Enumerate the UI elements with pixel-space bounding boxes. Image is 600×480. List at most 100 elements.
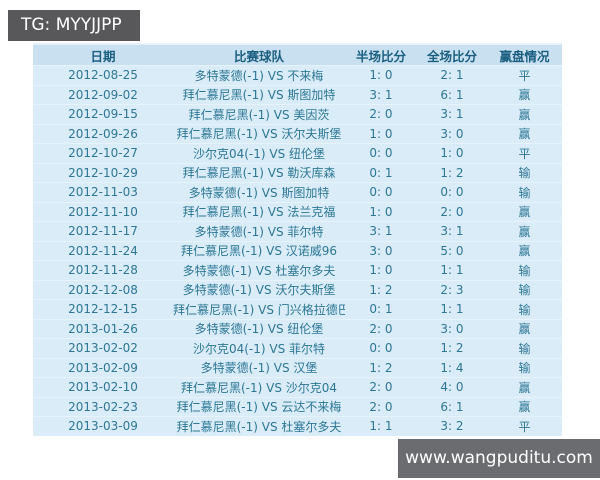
watermark-url: www.wangpuditu.com bbox=[398, 439, 600, 478]
date-cell: 2013-03-09 bbox=[33, 416, 173, 436]
half-score-cell: 3: 1 bbox=[345, 84, 417, 105]
half-score-cell: 0: 1 bbox=[345, 162, 417, 183]
result-cell: 赢 bbox=[487, 318, 562, 339]
full-score-cell: 1: 2 bbox=[417, 162, 487, 183]
date-cell: 2012-09-02 bbox=[33, 84, 173, 105]
teams-cell: 拜仁慕尼黑(-1) VS 门兴格拉德巴赫 bbox=[173, 299, 345, 319]
date-cell: 2012-11-24 bbox=[33, 240, 173, 261]
teams-cell: 多特蒙德(-1) VS 杜塞尔多夫 bbox=[173, 260, 345, 280]
teams-cell: 多特蒙德(-1) VS 汉堡 bbox=[173, 357, 345, 378]
full-score-cell: 1: 4 bbox=[417, 357, 487, 378]
full-score-cell: 3: 0 bbox=[417, 318, 487, 339]
date-cell: 2012-10-27 bbox=[33, 143, 173, 163]
teams-cell: 拜仁慕尼黑(-1) VS 云达不来梅 bbox=[173, 396, 345, 417]
date-cell: 2013-02-02 bbox=[33, 338, 173, 358]
half-score-cell: 2: 0 bbox=[345, 396, 417, 417]
column-header-result: 赢盘情况 bbox=[487, 44, 562, 66]
full-score-cell: 2: 3 bbox=[417, 279, 487, 300]
teams-cell: 沙尔克04(-1) VS 菲尔特 bbox=[173, 338, 345, 358]
result-cell: 输 bbox=[487, 299, 562, 319]
half-score-cell: 0: 0 bbox=[345, 182, 417, 202]
full-score-cell: 6: 1 bbox=[417, 84, 487, 105]
result-cell: 平 bbox=[487, 143, 562, 163]
column-header-full-score: 全场比分 bbox=[417, 44, 487, 66]
half-score-cell: 2: 0 bbox=[345, 318, 417, 339]
result-cell: 输 bbox=[487, 357, 562, 378]
half-score-cell: 1: 0 bbox=[345, 65, 417, 85]
teams-cell: 拜仁慕尼黑(-1) VS 杜塞尔多夫 bbox=[173, 416, 345, 436]
teams-cell: 沙尔克04(-1) VS 纽伦堡 bbox=[173, 143, 345, 163]
result-cell: 输 bbox=[487, 338, 562, 358]
date-cell: 2012-09-15 bbox=[33, 104, 173, 124]
half-score-cell: 1: 2 bbox=[345, 357, 417, 378]
date-cell: 2012-09-26 bbox=[33, 123, 173, 144]
date-cell: 2012-12-15 bbox=[33, 299, 173, 319]
full-score-cell: 3: 2 bbox=[417, 416, 487, 436]
result-cell: 输 bbox=[487, 182, 562, 202]
date-cell: 2012-08-25 bbox=[33, 65, 173, 85]
teams-cell: 拜仁慕尼黑(-1) VS 法兰克福 bbox=[173, 201, 345, 222]
half-score-cell: 2: 0 bbox=[345, 377, 417, 397]
teams-cell: 多特蒙德(-1) VS 不来梅 bbox=[173, 65, 345, 85]
date-cell: 2012-11-03 bbox=[33, 182, 173, 202]
result-cell: 输 bbox=[487, 260, 562, 280]
result-cell: 赢 bbox=[487, 377, 562, 397]
full-score-cell: 5: 0 bbox=[417, 240, 487, 261]
date-cell: 2012-10-29 bbox=[33, 162, 173, 183]
full-score-cell: 2: 0 bbox=[417, 201, 487, 222]
half-score-cell: 1: 0 bbox=[345, 260, 417, 280]
teams-cell: 拜仁慕尼黑(-1) VS 沃尔夫斯堡 bbox=[173, 123, 345, 144]
teams-cell: 多特蒙德(-1) VS 纽伦堡 bbox=[173, 318, 345, 339]
match-results-table: 日期 比赛球队 半场比分 全场比分 赢盘情况 2012-08-25 多特蒙德(-1… bbox=[33, 43, 562, 436]
table-header-row: 日期 比赛球队 半场比分 全场比分 赢盘情况 bbox=[33, 44, 562, 66]
full-score-cell: 1: 2 bbox=[417, 338, 487, 358]
teams-cell: 拜仁慕尼黑(-1) VS 勒沃库森 bbox=[173, 162, 345, 183]
result-cell: 输 bbox=[487, 162, 562, 183]
teams-cell: 拜仁慕尼黑(-1) VS 汉诺威96 bbox=[173, 240, 345, 261]
half-score-cell: 3: 1 bbox=[345, 221, 417, 241]
result-cell: 赢 bbox=[487, 123, 562, 144]
column-header-teams: 比赛球队 bbox=[173, 44, 345, 66]
result-cell: 平 bbox=[487, 416, 562, 436]
teams-cell: 多特蒙德(-1) VS 菲尔特 bbox=[173, 221, 345, 241]
full-score-cell: 1: 0 bbox=[417, 143, 487, 163]
half-score-cell: 1: 2 bbox=[345, 279, 417, 300]
result-cell: 赢 bbox=[487, 240, 562, 261]
title-bar: TG: MYYJJPP bbox=[8, 10, 140, 41]
half-score-cell: 0: 1 bbox=[345, 299, 417, 319]
full-score-cell: 3: 1 bbox=[417, 104, 487, 124]
teams-cell: 拜仁慕尼黑(-1) VS 美因茨 bbox=[173, 104, 345, 124]
column-header-date: 日期 bbox=[33, 44, 173, 66]
full-score-cell: 0: 0 bbox=[417, 182, 487, 202]
half-score-cell: 3: 0 bbox=[345, 240, 417, 261]
date-cell: 2012-11-17 bbox=[33, 221, 173, 241]
full-score-cell: 2: 1 bbox=[417, 65, 487, 85]
full-score-cell: 4: 0 bbox=[417, 377, 487, 397]
date-cell: 2013-02-09 bbox=[33, 357, 173, 378]
result-cell: 赢 bbox=[487, 84, 562, 105]
full-score-cell: 1: 1 bbox=[417, 299, 487, 319]
result-cell: 赢 bbox=[487, 104, 562, 124]
full-score-cell: 1: 1 bbox=[417, 260, 487, 280]
teams-cell: 多特蒙德(-1) VS 斯图加特 bbox=[173, 182, 345, 202]
result-cell: 赢 bbox=[487, 221, 562, 241]
date-cell: 2013-02-23 bbox=[33, 396, 173, 417]
full-score-cell: 3: 1 bbox=[417, 221, 487, 241]
column-header-half-score: 半场比分 bbox=[345, 44, 417, 66]
